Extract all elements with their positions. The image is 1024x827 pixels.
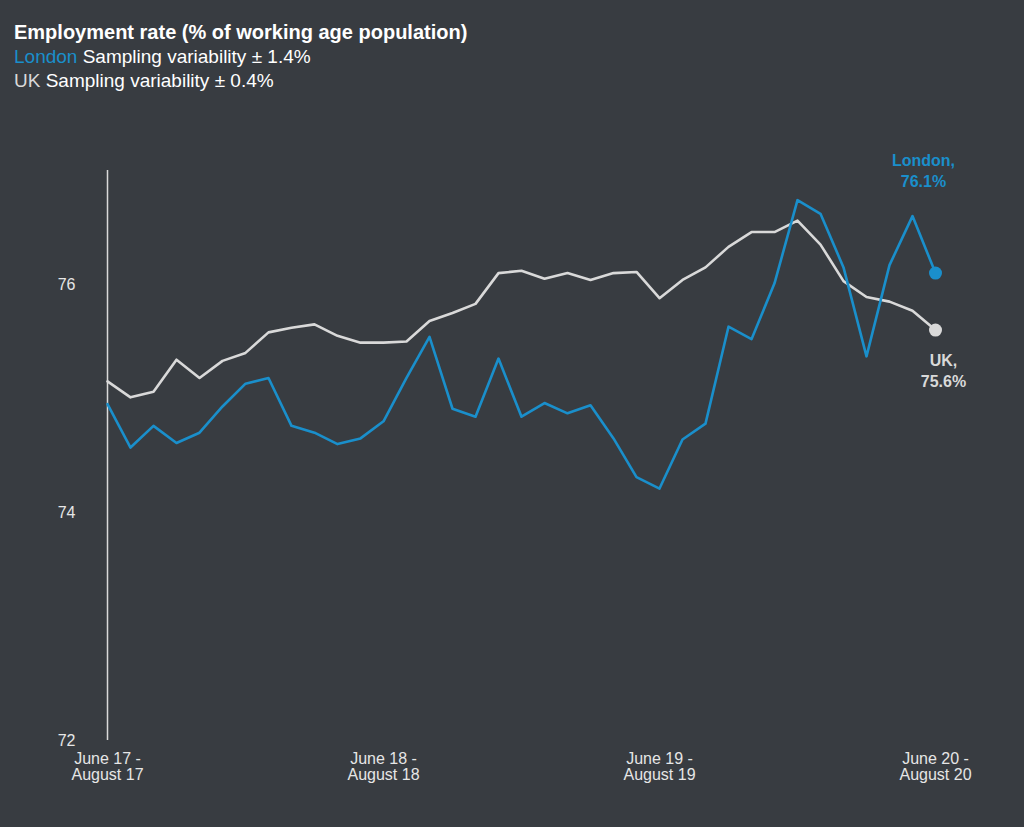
svg-text:June 17 -August 17: June 17 -August 17 xyxy=(71,750,143,783)
svg-text:74: 74 xyxy=(58,504,76,521)
svg-text:72: 72 xyxy=(58,732,76,749)
html-text:Employment rate (% of working: Employment rate (% of working age popula… xyxy=(14,21,468,43)
html-text:London Sampling variability ±: London Sampling variability ± 1.4% xyxy=(14,46,311,67)
svg-text:June 20 -August 20: June 20 -August 20 xyxy=(899,750,971,783)
svg-text:76: 76 xyxy=(58,276,76,293)
svg-text:London,76.1%: London,76.1% xyxy=(892,152,955,190)
html-text:UK Sampling variability ± 0.4%: UK Sampling variability ± 0.4% xyxy=(14,70,274,91)
svg-text:UK,75.6%: UK,75.6% xyxy=(921,352,966,390)
svg-text:June 18 -August 18: June 18 -August 18 xyxy=(347,750,419,783)
svg-text:June 19 -August 19: June 19 -August 19 xyxy=(623,750,695,783)
